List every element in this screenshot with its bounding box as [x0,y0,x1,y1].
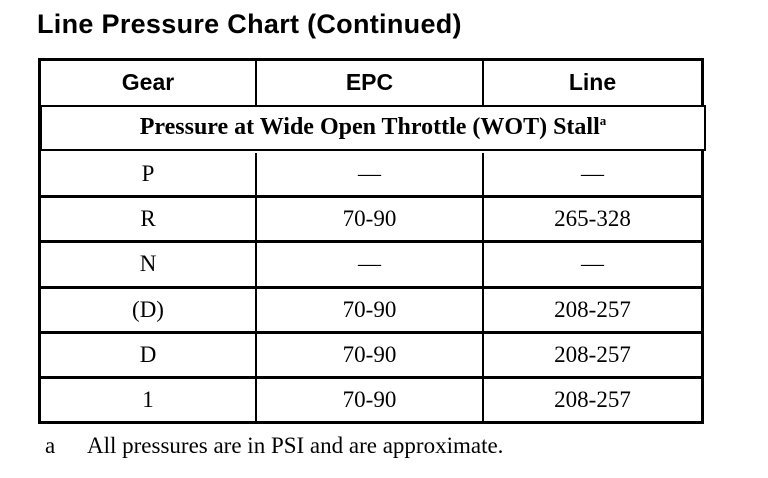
line-pressure-table: Gear EPC Line Pressure at Wide Open Thro… [38,58,706,425]
footnote: a All pressures are in PSI and are approx… [45,433,503,459]
table-row-1: 1 70-90 208-257 [41,376,701,422]
column-header-line: Line [482,61,701,106]
epc-cell: 70-90 [255,333,482,377]
line-cell: 208-257 [482,288,701,331]
epc-cell: 70-90 [255,379,482,422]
gear-cell: R [140,205,156,231]
table-header-row: Gear EPC Line [41,61,701,106]
footnote-marker: a [45,433,56,458]
line-cell: 265-328 [482,197,701,241]
table-row-r: R 70-90 265-328 [41,194,701,241]
line-cell: 208-257 [482,333,701,377]
column-header-gear: Gear [121,69,175,95]
column-header-epc: EPC [255,61,482,106]
line-cell: — [482,152,701,195]
epc-cell: 70-90 [255,288,482,331]
epc-cell: 70-90 [255,197,482,241]
line-cell: — [482,243,701,286]
wot-row-label: Pressure at Wide Open Throttle (WOT) Sta… [139,114,600,141]
table-row-d-paren: (D) 70-90 208-257 [41,285,701,331]
gear-cell: D [139,341,157,367]
table-row-p: P — — [41,152,701,195]
footnote-text: All pressures are in PSI and are approxi… [87,433,504,458]
wot-footnote-marker: a [599,113,607,129]
epc-cell: — [255,152,482,195]
line-cell: 208-257 [482,379,701,422]
gear-cell: 1 [142,387,154,413]
page-title: Line Pressure Chart (Continued) [37,9,462,39]
gear-cell: (D) [132,296,164,322]
gear-cell: N [139,251,157,277]
gear-cell: P [141,160,155,186]
epc-cell: — [255,243,482,286]
table-row-d: D 70-90 208-257 [41,330,701,377]
table-row-n: N — — [41,240,701,286]
table-span-row-wot: Pressure at Wide Open Throttle (WOT) Sta… [40,105,706,151]
